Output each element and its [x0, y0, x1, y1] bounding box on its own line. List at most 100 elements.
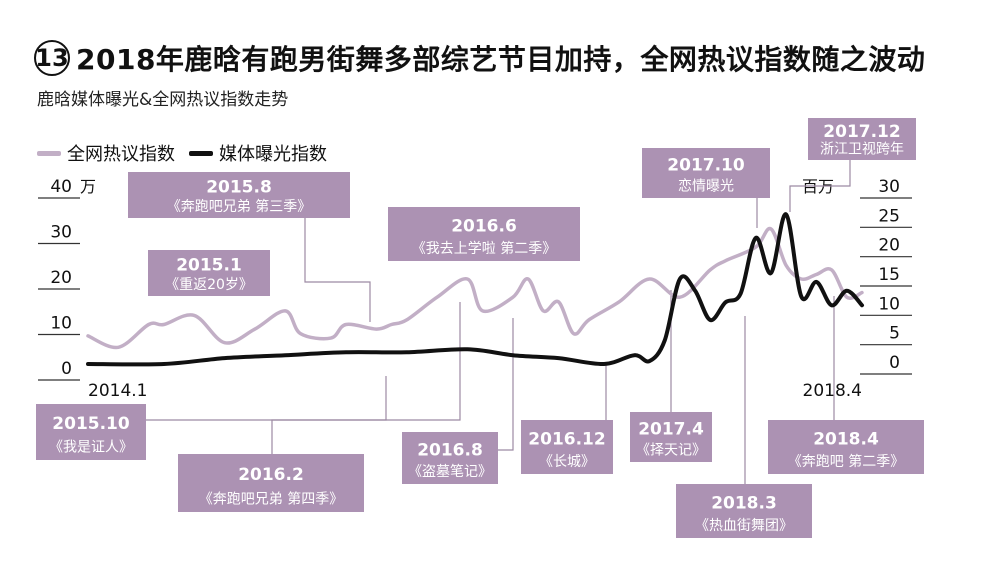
- x-axis-labels: 2014.1 2018.4: [88, 381, 862, 401]
- annotation-title-a2015-1: 2015.1: [176, 256, 242, 276]
- annotation-title-a2016-12: 2016.12: [528, 429, 605, 449]
- hot-point-2018-01: [815, 273, 818, 276]
- media-point-2017-01: [633, 354, 636, 357]
- media-point-2016-02: [466, 348, 469, 351]
- hot-point-2014-03: [117, 346, 120, 349]
- media-point-2017-02: [648, 359, 651, 363]
- right-tick-label-20: 20: [878, 236, 900, 256]
- connector-a2015-10-0: [146, 376, 387, 421]
- annotation-title-a2017-10: 2017.10: [667, 156, 745, 176]
- media-point-2016-05: [511, 354, 515, 357]
- hot-point-2015-10: [405, 318, 408, 322]
- chart-subtitle: 鹿晗媒体曝光&全网热议指数走势: [37, 90, 289, 110]
- hot-point-2016-08: [557, 300, 560, 303]
- media-point-2016-11: [602, 362, 606, 366]
- hot-point-2017-12: [800, 277, 803, 281]
- right-tick-label-30: 30: [878, 177, 900, 197]
- media-point-2018-01: [815, 280, 818, 284]
- media-point-2015-10: [405, 351, 408, 354]
- hot-point-2017-10: [769, 227, 773, 231]
- annotation-title-a2016-8: 2016.8: [417, 440, 483, 460]
- annotation-label-a2015-8: 《奔跑吧兄弟 第三季》: [167, 198, 311, 215]
- annotation-label-a2017-10: 恋情曝光: [678, 178, 734, 195]
- media-point-2017-11: [784, 213, 788, 216]
- left-tick-label-0: 0: [61, 359, 72, 379]
- annotation-box-a2017-12: [808, 118, 916, 160]
- x-end-label: 2018.4: [803, 381, 862, 401]
- right-tick-label-15: 15: [878, 265, 900, 285]
- annotations: 2015.8《奔跑吧兄弟 第三季》 2015.1《重返20岁》 2016.6 《我去上…: [36, 118, 924, 538]
- annotation-box-a2017-4: [630, 412, 712, 462]
- hot-point-2016-05: [511, 296, 515, 299]
- legend-item-media: 媒体曝光指数: [189, 140, 327, 166]
- legend-label-hot: 全网热议指数: [67, 144, 175, 165]
- annotation-title-a2016-2: 2016.2: [238, 465, 304, 485]
- series-line-media-index: [86, 212, 864, 367]
- annotation-title-a2016-6: 2016.6: [451, 216, 517, 236]
- annotation-a2016-12: 2016.12 《长城》: [521, 420, 613, 474]
- hot-point-2015-03: [299, 332, 302, 335]
- annotation-a2015-10: 2015.10 《我是证人》: [36, 404, 146, 460]
- legend-item-hot: 全网热议指数: [37, 140, 175, 166]
- hot-point-2016-06: [526, 277, 530, 281]
- annotation-label-a2018-3: 《热血街舞团》: [695, 518, 793, 534]
- annotation-label-a2017-12: 浙江卫视跨年: [820, 142, 904, 158]
- hot-point-2015-02: [284, 309, 287, 313]
- legend-swatch-media: [189, 150, 213, 156]
- right-tick-label-5: 5: [889, 324, 900, 344]
- left-axis: 0 10 20 30 40 万: [38, 177, 96, 381]
- media-point-2017-09: [754, 236, 757, 240]
- hot-point-2016-07: [542, 309, 545, 313]
- annotation-label-a2018-4: 《奔跑吧 第二季》: [788, 453, 904, 470]
- legend-swatch-hot: [37, 150, 61, 156]
- hot-point-2015-12: [435, 296, 439, 299]
- hot-point-2014-08: [193, 314, 196, 317]
- left-tick-label-20: 20: [50, 268, 72, 288]
- annotation-title-a2015-8: 2015.8: [206, 178, 272, 198]
- chart-title: 2018年鹿晗有跑男街舞多部综艺节目加持，全网热议指数随之波动: [76, 43, 926, 76]
- annotation-box-a2018-4: [768, 420, 924, 474]
- annotation-a2015-8: 2015.8《奔跑吧兄弟 第三季》: [128, 172, 350, 218]
- left-axis-unit: 万: [80, 177, 96, 196]
- annotation-title-a2018-4: 2018.4: [813, 429, 879, 449]
- hot-point-2016-02: [466, 277, 469, 281]
- hot-point-2017-04: [678, 296, 682, 299]
- media-point-2017-08: [739, 292, 742, 295]
- hot-point-2018-03: [845, 296, 848, 299]
- annotation-label-a2015-10: 《我是证人》: [49, 440, 133, 456]
- hot-point-2017-06: [709, 268, 712, 272]
- hot-point-2014-01: [86, 334, 90, 338]
- annotation-a2017-4: 2017.4 《择天记》: [630, 412, 712, 462]
- annotation-a2017-10: 2017.10 恋情曝光: [642, 148, 770, 198]
- hot-point-2014-05: [147, 323, 150, 326]
- media-point-2017-07: [724, 301, 727, 304]
- hot-point-2016-03: [481, 309, 484, 313]
- hot-point-2017-11: [784, 264, 788, 267]
- legend-label-media: 媒体曝光指数: [219, 144, 327, 165]
- hot-point-2018-04: [860, 291, 864, 294]
- hot-point-2015-06: [344, 323, 348, 326]
- chart-number-badge: 13: [34, 40, 70, 76]
- hot-point-2015-08: [375, 327, 378, 331]
- annotation-title-a2017-4: 2017.4: [638, 420, 704, 440]
- hot-point-2016-10: [587, 318, 590, 322]
- series-line-hot-index: [86, 226, 864, 350]
- annotation-box-a2016-12: [521, 420, 613, 474]
- hot-point-2018-02: [830, 268, 833, 272]
- annotation-label-a2016-2: 《奔跑吧兄弟 第四季》: [199, 490, 343, 507]
- hot-point-2016-09: [572, 332, 575, 335]
- media-point-2018-02: [830, 304, 833, 307]
- annotation-box-a2016-8: [402, 432, 498, 484]
- right-tick-label-25: 25: [878, 206, 900, 226]
- annotation-box-a2015-8: [128, 172, 350, 218]
- hot-point-2017-09: [754, 245, 757, 249]
- hot-point-2014-12: [253, 327, 257, 331]
- annotation-box-a2017-10: [642, 148, 770, 198]
- hot-point-2016-12: [618, 300, 621, 303]
- annotation-box-a2018-3: [676, 484, 812, 538]
- annotation-box-a2016-2: [178, 454, 364, 512]
- media-point-2018-03: [845, 289, 848, 292]
